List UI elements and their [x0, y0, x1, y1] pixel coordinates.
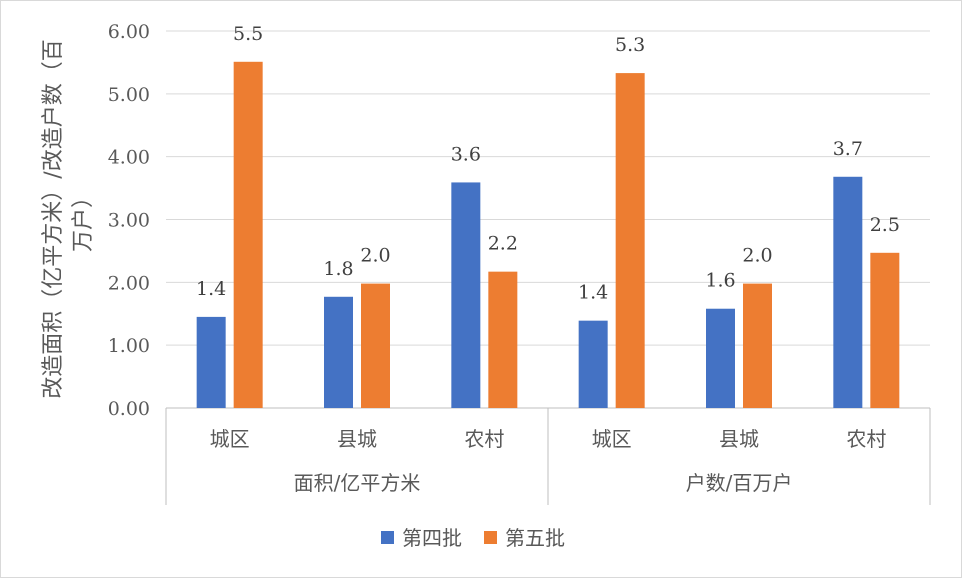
category-label: 农村 — [846, 427, 886, 451]
y-tick-label: 2.00 — [108, 272, 150, 294]
bar-第四批-4 — [578, 320, 608, 408]
y-tick-label: 4.00 — [108, 147, 150, 169]
category-label: 城区 — [592, 427, 632, 451]
y-tick-label: 1.00 — [108, 335, 150, 357]
data-label: 2.2 — [488, 233, 518, 255]
y-tick-label: 0.00 — [108, 398, 150, 420]
data-label: 1.4 — [196, 278, 226, 300]
data-label: 2.0 — [742, 245, 772, 267]
data-label: 1.6 — [705, 270, 735, 292]
data-label: 2.0 — [360, 245, 390, 267]
group-label: 面积/亿平方米 — [294, 471, 421, 495]
bar-第五批-5 — [743, 283, 772, 408]
y-tick-label: 5.00 — [108, 84, 150, 106]
data-label: 2.5 — [870, 214, 900, 236]
bar-第四批-2 — [324, 296, 353, 408]
category-label: 城区 — [210, 427, 250, 451]
legend-label: 第五批 — [505, 526, 565, 550]
y-tick-label: 3.00 — [108, 210, 150, 232]
bar-第五批-4 — [615, 73, 645, 409]
legend-label: 第四批 — [402, 526, 462, 550]
legend-swatch-第五批 — [484, 531, 497, 544]
bar-第四批-3 — [451, 182, 481, 408]
data-label: 1.4 — [578, 282, 608, 304]
bar-第四批-6 — [833, 176, 863, 408]
data-label: 3.7 — [833, 138, 863, 160]
data-label: 5.3 — [615, 34, 645, 56]
data-label: 3.6 — [451, 143, 481, 165]
bar-第五批-6 — [870, 252, 900, 408]
category-label: 农村 — [464, 427, 504, 451]
category-label: 县城 — [337, 427, 377, 451]
bar-第四批-1 — [196, 316, 226, 408]
y-axis-label-line: 万户） — [71, 186, 96, 252]
category-label: 县城 — [719, 427, 759, 451]
bar-第五批-3 — [488, 271, 518, 408]
legend-swatch-第四批 — [381, 531, 394, 544]
group-label: 户数/百万户 — [686, 471, 793, 495]
bar-第五批-2 — [361, 283, 390, 408]
bar-第四批-5 — [706, 308, 735, 408]
data-label: 5.5 — [233, 23, 263, 45]
bar-第五批-1 — [233, 61, 263, 409]
y-axis-label: 改造面积（亿平方米）/改造户数（百 万户） — [41, 39, 96, 398]
y-tick-label: 6.00 — [108, 21, 150, 43]
y-axis-label-line: 改造面积（亿平方米）/改造户数（百 — [41, 39, 66, 398]
data-label: 1.8 — [323, 258, 353, 280]
